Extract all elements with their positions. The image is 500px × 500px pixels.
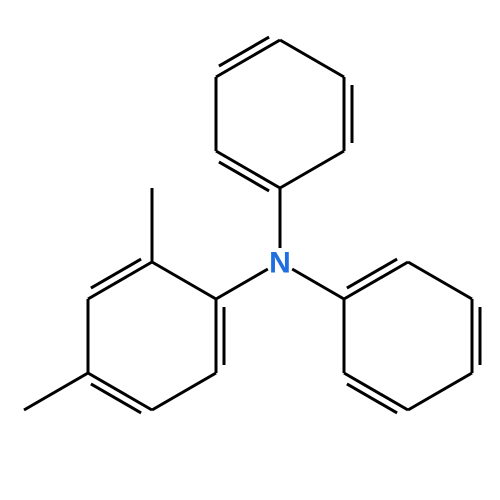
bond (280, 40, 344, 77)
bond (88, 373, 152, 410)
bond (88, 262, 152, 299)
bond (344, 262, 408, 299)
bond (152, 373, 216, 410)
bond (216, 151, 280, 188)
bond (280, 151, 344, 188)
bond (408, 373, 472, 410)
bond (24, 373, 88, 410)
bond (408, 262, 472, 299)
atom-label-N: N (269, 247, 291, 280)
bond (292, 269, 344, 299)
bond (344, 373, 408, 410)
bond (216, 269, 268, 299)
molecule-diagram: N (0, 0, 500, 500)
bond (152, 262, 216, 299)
bond (216, 40, 280, 77)
